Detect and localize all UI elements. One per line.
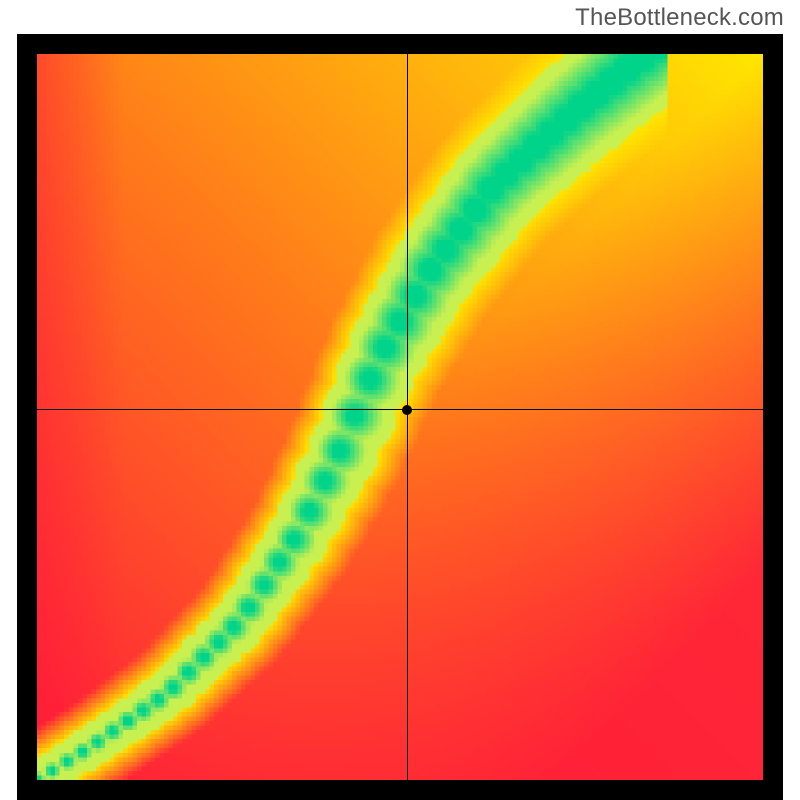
image-root: TheBottleneck.com [0, 0, 800, 800]
crosshair-vertical [407, 54, 408, 780]
watermark-text: TheBottleneck.com [575, 4, 784, 32]
marker-dot [402, 405, 412, 415]
crosshair-horizontal [37, 409, 763, 410]
heatmap-canvas [37, 54, 763, 780]
